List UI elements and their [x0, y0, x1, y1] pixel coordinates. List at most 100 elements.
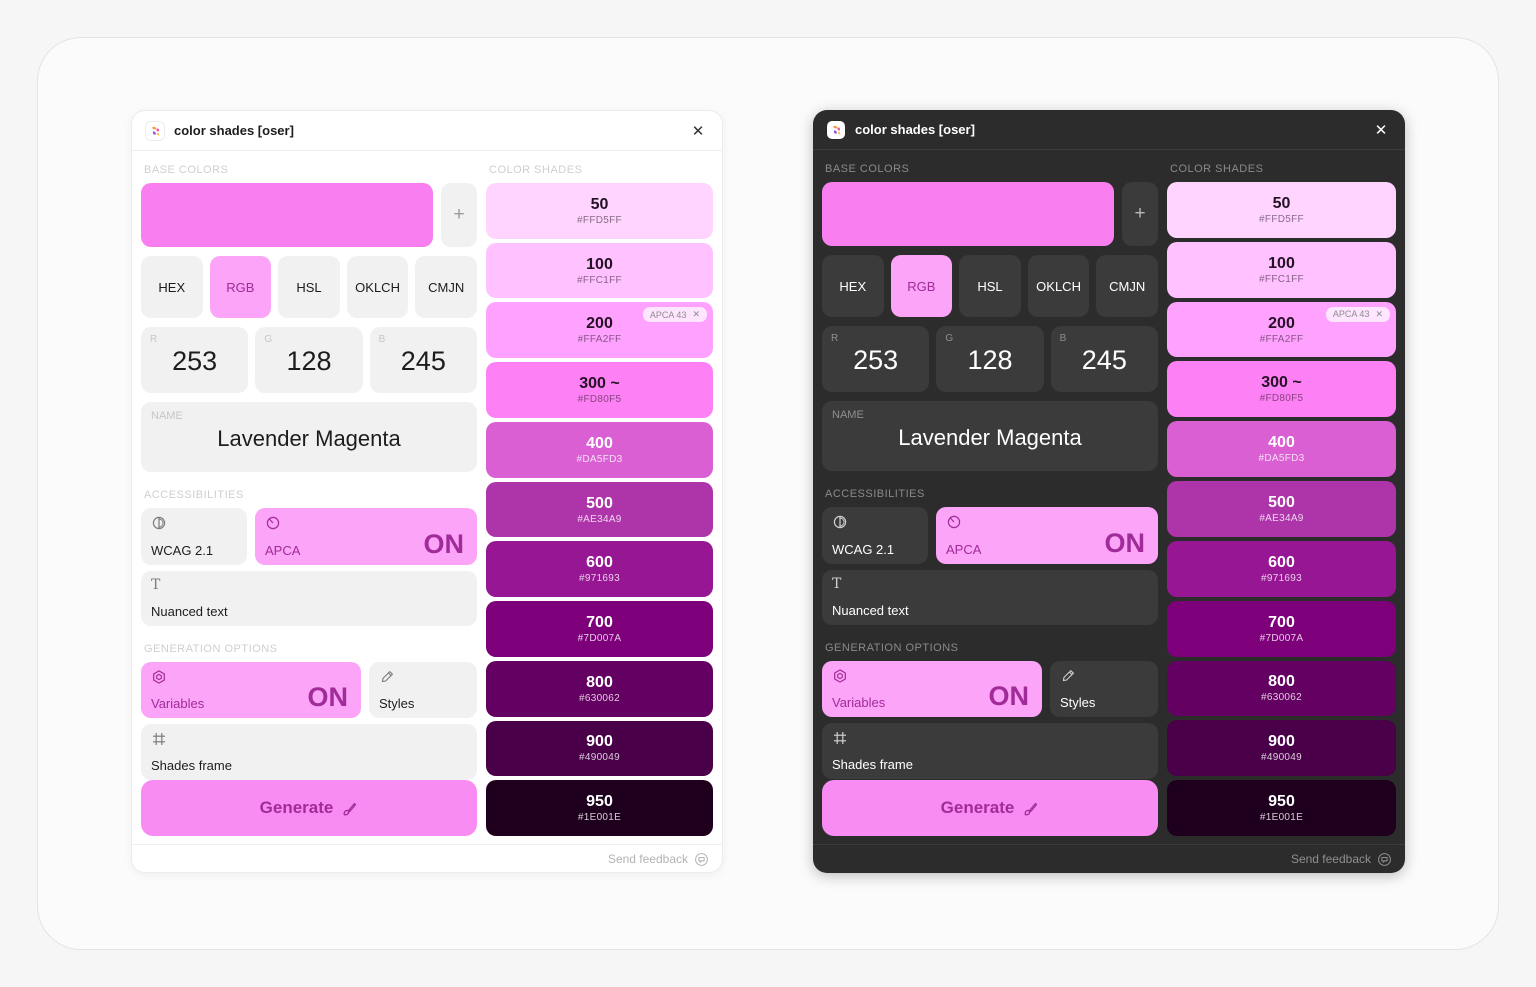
- shade-swatch-900[interactable]: 900 #490049: [1167, 720, 1396, 777]
- blue-channel-field[interactable]: B 245: [1050, 326, 1158, 392]
- shade-swatch-900[interactable]: 900 #490049: [486, 720, 713, 777]
- send-feedback-link[interactable]: Send feedback: [607, 852, 688, 866]
- color-name-field[interactable]: NAME Lavender Magenta: [822, 401, 1158, 471]
- feedback-bubble-icon[interactable]: [694, 852, 709, 867]
- shade-swatch-400[interactable]: 400 #DA5FD3: [486, 421, 713, 478]
- apca-label: APCA: [265, 543, 301, 558]
- tab-oklch[interactable]: OKLCH: [346, 256, 409, 318]
- styles-button[interactable]: Styles: [1050, 661, 1158, 717]
- shade-swatch-300[interactable]: 300 ~ #FD80F5: [486, 362, 713, 418]
- shade-swatch-800[interactable]: 800 #630062: [1167, 660, 1396, 717]
- base-color-swatch[interactable]: [141, 183, 433, 247]
- wcag-button[interactable]: WCAG 2.1: [141, 508, 247, 565]
- red-channel-field[interactable]: R 253: [141, 327, 249, 393]
- red-channel-label: R: [831, 333, 839, 344]
- shade-swatch-950[interactable]: 950 #1E001E: [1167, 780, 1396, 836]
- tab-hsl[interactable]: HSL: [959, 255, 1021, 317]
- shades-column: COLOR SHADES 50 #FFD5FF 100 #FFC1FF APCA…: [486, 157, 713, 837]
- tab-hex[interactable]: HEX: [822, 255, 884, 317]
- name-value: Lavender Magenta: [217, 426, 401, 451]
- generate-button[interactable]: Generate: [822, 780, 1158, 836]
- apca-toggle[interactable]: APCA ON: [936, 507, 1158, 564]
- apca-badge[interactable]: APCA 43 ✕: [1325, 306, 1390, 322]
- color-shades-label: COLOR SHADES: [489, 164, 583, 176]
- nuanced-text-label: Nuanced text: [151, 604, 228, 619]
- generation-options-label: GENERATION OPTIONS: [144, 643, 278, 655]
- shade-swatch-500[interactable]: 500 #AE34A9: [486, 481, 713, 538]
- shade-swatch-300[interactable]: 300 ~ #FD80F5: [1167, 361, 1396, 418]
- plugin-logo-icon: [827, 120, 845, 139]
- apca-badge-close-icon[interactable]: ✕: [692, 309, 700, 320]
- generate-button[interactable]: Generate: [141, 780, 477, 836]
- add-color-button[interactable]: +: [1122, 182, 1158, 246]
- shade-hex: #FD80F5: [1259, 393, 1304, 405]
- tab-rgb[interactable]: RGB: [890, 255, 953, 317]
- shade-swatch-200[interactable]: APCA 43 ✕ 200 #FFA2FF: [486, 302, 713, 359]
- shade-value: 700: [1268, 613, 1295, 631]
- shade-swatch-700[interactable]: 700 #7D007A: [1167, 600, 1396, 657]
- plus-icon: +: [453, 204, 465, 225]
- tab-oklch[interactable]: OKLCH: [1027, 255, 1090, 317]
- shade-swatch-50[interactable]: 50 #FFD5FF: [486, 183, 713, 239]
- tab-rgb[interactable]: RGB: [209, 256, 272, 318]
- shade-swatch-800[interactable]: 800 #630062: [486, 660, 713, 717]
- shade-swatch-600[interactable]: 600 #971693: [1167, 540, 1396, 597]
- styles-label: Styles: [1060, 695, 1096, 710]
- controls-column: BASE COLORS + HEX RGB HSL OKLCH CMJN R 2…: [141, 157, 477, 836]
- nuanced-text-button[interactable]: T Nuanced text: [822, 570, 1158, 625]
- send-feedback-link[interactable]: Send feedback: [1290, 852, 1371, 866]
- format-tabs: HEX RGB HSL OKLCH CMJN: [141, 256, 477, 318]
- wcag-button[interactable]: WCAG 2.1: [822, 507, 928, 564]
- shade-swatch-100[interactable]: 100 #FFC1FF: [1167, 241, 1396, 298]
- tab-cmjn[interactable]: CMJN: [415, 256, 477, 318]
- close-icon[interactable]: ✕: [691, 122, 705, 140]
- apca-toggle[interactable]: APCA ON: [255, 508, 477, 565]
- apca-badge-close-icon[interactable]: ✕: [1375, 308, 1383, 319]
- nuanced-text-button[interactable]: T Nuanced text: [141, 571, 477, 626]
- shade-swatch-50[interactable]: 50 #FFD5FF: [1167, 182, 1396, 238]
- shade-hex: #7D007A: [1259, 632, 1304, 644]
- apca-badge[interactable]: APCA 43 ✕: [642, 307, 707, 323]
- shade-hex: #AE34A9: [577, 513, 622, 525]
- red-channel-field[interactable]: R 253: [822, 326, 930, 392]
- color-name-field[interactable]: NAME Lavender Magenta: [141, 402, 477, 472]
- green-channel-label: G: [945, 333, 954, 344]
- shade-value: 500: [586, 494, 613, 512]
- shade-swatch-600[interactable]: 600 #971693: [486, 541, 713, 598]
- shade-value: 600: [1268, 553, 1295, 571]
- shade-value: 200: [586, 315, 613, 333]
- shade-swatch-100[interactable]: 100 #FFC1FF: [486, 242, 713, 299]
- shade-swatch-700[interactable]: 700 #7D007A: [486, 601, 713, 657]
- pen-icon: [1060, 668, 1076, 684]
- tab-cmjn[interactable]: CMJN: [1096, 255, 1158, 317]
- close-icon[interactable]: ✕: [1374, 121, 1388, 139]
- accessibilities-label: ACCESSIBILITIES: [144, 489, 244, 501]
- feedback-bubble-icon[interactable]: [1377, 852, 1392, 867]
- variables-toggle[interactable]: Variables ON: [822, 661, 1042, 717]
- tab-hex[interactable]: HEX: [141, 256, 203, 318]
- contrast-icon: [832, 514, 848, 530]
- apca-label: APCA: [946, 542, 982, 557]
- shades-frame-button[interactable]: Shades frame: [822, 723, 1158, 779]
- shade-hex: #FFC1FF: [577, 274, 622, 286]
- shade-swatch-400[interactable]: 400 #DA5FD3: [1167, 421, 1396, 478]
- variables-toggle[interactable]: Variables ON: [141, 662, 361, 718]
- base-color-swatch[interactable]: [822, 182, 1114, 246]
- shade-hex: #490049: [1260, 752, 1303, 764]
- shades-frame-label: Shades frame: [832, 757, 913, 772]
- blue-channel-field[interactable]: B 245: [369, 327, 477, 393]
- add-color-button[interactable]: +: [441, 183, 477, 247]
- shade-swatch-500[interactable]: 500 #AE34A9: [1167, 481, 1396, 537]
- window-title: color shades [oser]: [174, 123, 294, 138]
- shades-frame-button[interactable]: Shades frame: [141, 724, 477, 780]
- tab-hsl[interactable]: HSL: [278, 256, 340, 318]
- styles-button[interactable]: Styles: [369, 662, 477, 718]
- serif-t-icon: T: [832, 576, 842, 592]
- green-channel-field[interactable]: G 128: [255, 327, 363, 393]
- red-channel-label: R: [150, 334, 158, 345]
- generation-row: Variables ON Styles: [141, 662, 477, 718]
- shade-hex: #FFA2FF: [1259, 333, 1304, 345]
- green-channel-field[interactable]: G 128: [936, 326, 1044, 392]
- shade-swatch-950[interactable]: 950 #1E001E: [486, 780, 713, 837]
- shade-swatch-200[interactable]: APCA 43 ✕ 200 #FFA2FF: [1167, 301, 1396, 358]
